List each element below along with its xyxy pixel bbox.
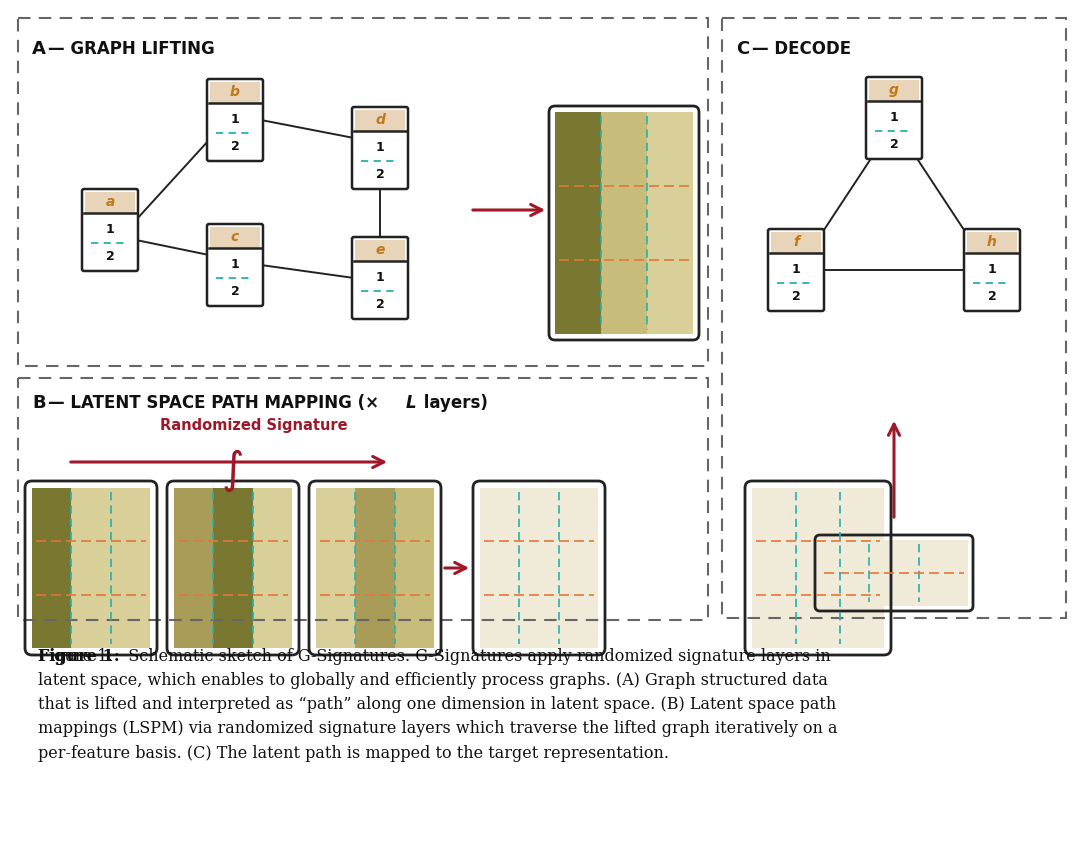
Bar [519, 488, 558, 648]
Bar [253, 488, 292, 648]
Text: — GRAPH LIFTING: — GRAPH LIFTING [48, 40, 215, 58]
Bar [214, 488, 253, 648]
Bar [869, 540, 919, 606]
Text: 2: 2 [231, 140, 240, 153]
FancyBboxPatch shape [964, 229, 1020, 311]
Bar [869, 80, 919, 101]
Bar [555, 112, 600, 334]
Text: 2: 2 [106, 250, 114, 263]
Bar [771, 232, 821, 253]
FancyBboxPatch shape [866, 77, 922, 159]
Bar [820, 540, 869, 606]
Text: g: g [889, 83, 899, 97]
Bar [32, 488, 71, 648]
FancyBboxPatch shape [768, 229, 824, 311]
Bar [71, 488, 110, 648]
FancyBboxPatch shape [352, 237, 408, 319]
Bar [647, 112, 693, 334]
Bar [480, 488, 519, 648]
Text: Figure 1:   Schematic sketch of G-Signatures. G-Signatures apply randomized sign: Figure 1: Schematic sketch of G-Signatur… [38, 648, 837, 762]
Bar [600, 112, 647, 334]
Text: a: a [106, 195, 114, 209]
Text: 1: 1 [231, 259, 240, 271]
Text: C: C [735, 40, 750, 58]
Bar [796, 488, 840, 648]
Text: 1: 1 [792, 263, 800, 277]
Bar [355, 110, 405, 131]
Bar [967, 232, 1017, 253]
Text: Randomized Signature: Randomized Signature [160, 418, 348, 433]
Text: c: c [231, 230, 239, 244]
FancyBboxPatch shape [207, 224, 264, 306]
Text: L: L [406, 394, 417, 412]
Text: — DECODE: — DECODE [752, 40, 851, 58]
Text: 2: 2 [231, 285, 240, 298]
Bar [110, 488, 150, 648]
Text: $\int$: $\int$ [221, 448, 243, 495]
FancyBboxPatch shape [82, 189, 138, 271]
Text: d: d [375, 113, 384, 127]
Bar [394, 488, 434, 648]
Text: 1: 1 [231, 113, 240, 126]
Text: 2: 2 [792, 290, 800, 303]
Bar [18, 18, 708, 366]
Bar [210, 227, 260, 248]
Text: B: B [32, 394, 45, 412]
Bar [558, 488, 598, 648]
Bar [85, 192, 135, 213]
Text: layers): layers) [418, 394, 488, 412]
Text: b: b [230, 85, 240, 99]
Bar [210, 82, 260, 103]
Text: 1: 1 [890, 111, 899, 125]
Text: 1: 1 [376, 141, 384, 154]
Bar [174, 488, 214, 648]
FancyBboxPatch shape [207, 79, 264, 161]
Bar [316, 488, 355, 648]
Text: — LATENT SPACE PATH MAPPING (×: — LATENT SPACE PATH MAPPING (× [48, 394, 379, 412]
Text: 2: 2 [890, 138, 899, 151]
FancyBboxPatch shape [352, 107, 408, 189]
Bar [18, 378, 708, 620]
Text: 2: 2 [376, 298, 384, 311]
Text: 1: 1 [106, 223, 114, 236]
Text: f: f [793, 235, 799, 249]
Text: 1: 1 [376, 271, 384, 284]
Bar [723, 18, 1066, 618]
Text: e: e [376, 243, 384, 257]
Text: A: A [32, 40, 45, 58]
Text: 1: 1 [987, 263, 997, 277]
Bar [919, 540, 968, 606]
Text: h: h [987, 235, 997, 249]
Bar [752, 488, 796, 648]
Text: Figure 1:: Figure 1: [38, 648, 120, 665]
Bar [355, 488, 394, 648]
Text: 2: 2 [376, 168, 384, 181]
Text: 2: 2 [987, 290, 997, 303]
Bar [355, 240, 405, 261]
Bar [840, 488, 885, 648]
